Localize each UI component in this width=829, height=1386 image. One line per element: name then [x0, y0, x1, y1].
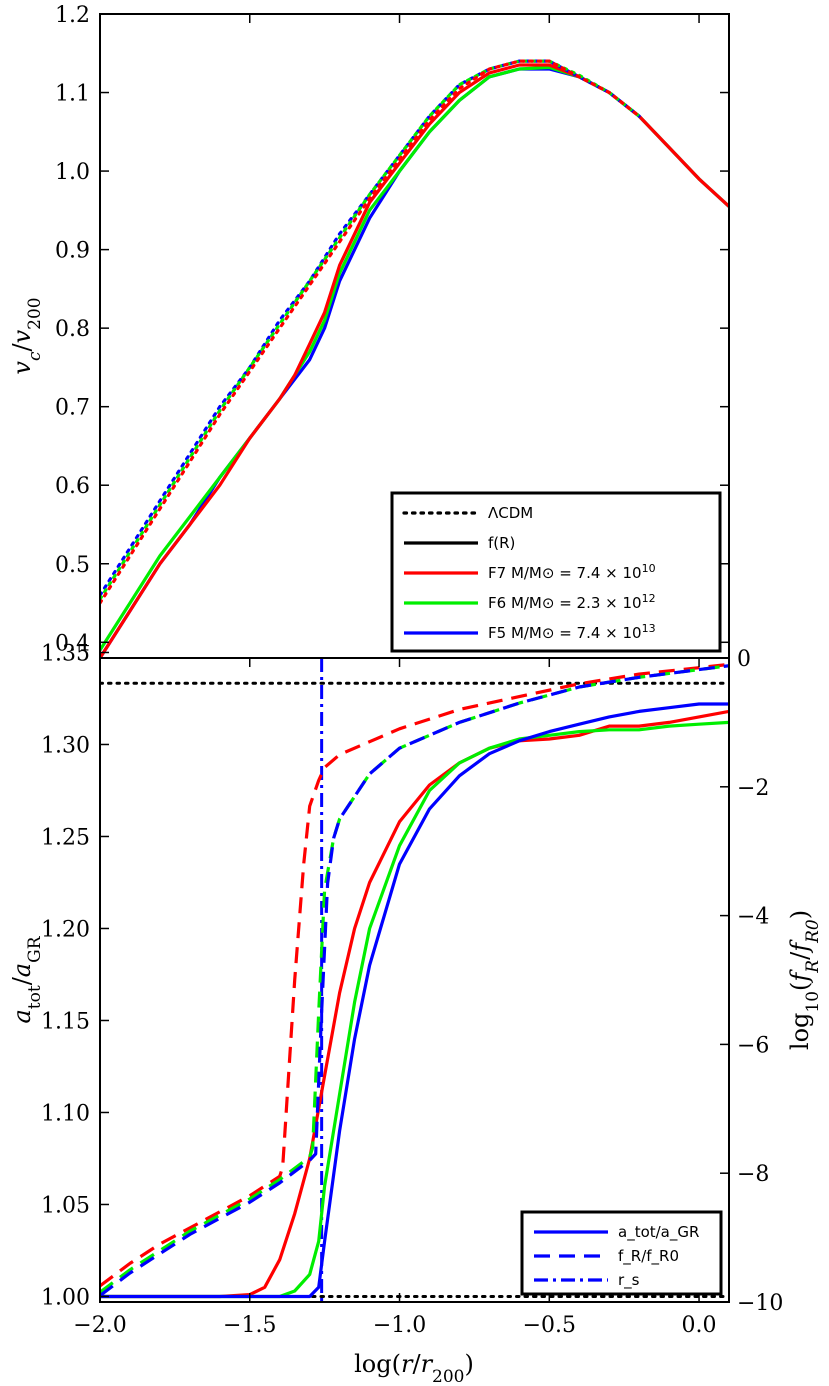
bottom-xtick-label: −1.5 — [223, 1313, 276, 1338]
bottom-ytick-label: 1.10 — [41, 1101, 90, 1126]
top-ytick-label: 0.4 — [55, 631, 90, 656]
bottom-ytick-right-label: 0 — [737, 647, 751, 672]
top-plot-area — [100, 59, 729, 658]
top-ytick-label: 1.2 — [55, 3, 90, 28]
bottom-ytick-right-label: −2 — [737, 776, 769, 801]
bottom-ytick-right-label: −10 — [737, 1291, 783, 1316]
bottom-ytick-label: 1.05 — [41, 1193, 90, 1218]
top-legend-entry: F6 M/M⊙ = 2.3 × 1012 — [488, 592, 656, 613]
series-line-bottom-1 — [100, 720, 729, 1299]
top-legend-frame — [390, 491, 722, 653]
bottom-ytick-label: 1.20 — [41, 917, 90, 942]
bottom-ytick-right-label: −4 — [737, 905, 769, 930]
series-line-top-5 — [100, 59, 641, 605]
series-line-bottom-4 — [100, 664, 729, 1294]
series-line-bottom-0 — [100, 709, 729, 1299]
bottom-ytick-label: 1.15 — [41, 1009, 90, 1034]
top-panel: 0.4 0.5 0.6 0.7 0.8 0.9 1.0 1.1 1.2 — [55, 3, 730, 659]
top-legend-entry: F7 M/M⊙ = 7.4 × 1010 — [488, 562, 656, 583]
bottom-legend-entry: a_tot/a_GR — [618, 1223, 699, 1242]
top-ytick-label: 0.7 — [55, 396, 90, 421]
bottom-legend-entry: r_s — [618, 1271, 640, 1290]
bottom-frame — [99, 657, 730, 1303]
top-ytick-label: 1.1 — [55, 82, 90, 107]
bottom-ytick-right-label: −8 — [737, 1162, 769, 1187]
series-line-bottom-3 — [100, 662, 729, 1288]
bottom-ytick-label: 1.00 — [41, 1285, 90, 1310]
top-y-axis-label: vc/v200 — [8, 297, 45, 374]
top-ytick-label: 0.5 — [55, 553, 90, 578]
bottom-xtick-label: 0.0 — [682, 1313, 717, 1338]
bottom-xtick-label: −2.0 — [73, 1313, 126, 1338]
bottom-y-right-axis-label: log10(fR/fR0) — [786, 910, 823, 1050]
top-ytick-label: 0.8 — [55, 317, 90, 342]
top-ytick-label: 0.9 — [55, 239, 90, 264]
top-legend-entry: F5 M/M⊙ = 7.4 × 1013 — [488, 622, 656, 643]
series-line-bottom-5 — [100, 664, 729, 1297]
bottom-ytick-label: 1.35 — [41, 641, 90, 666]
series-line-bottom-2 — [100, 702, 729, 1299]
bottom-ytick-right-label: −6 — [737, 1033, 769, 1058]
bottom-plot-area — [100, 658, 729, 1302]
bottom-y-axis-label: atot/aGR — [8, 935, 45, 1023]
bottom-ytick-label: 1.30 — [41, 733, 90, 758]
legends: ΛCDM f(R) F7 M/M⊙ = 7.4 × 1010 F6 M/M⊙ = 2.… — [390, 491, 723, 1296]
x-axis-label: log(r/r200) — [354, 1350, 474, 1386]
bottom-xtick-label: −1.0 — [373, 1313, 426, 1338]
top-legend-entry: f(R) — [488, 534, 515, 552]
bottom-legend: a_tot/a_GR f_R/f_R0 r_s — [520, 1210, 723, 1296]
bottom-legend-entry: f_R/f_R0 — [618, 1247, 679, 1266]
bottom-ytick-label: 1.25 — [41, 825, 90, 850]
top-ytick-label: 1.0 — [55, 160, 90, 185]
top-legend-entry: ΛCDM — [488, 504, 533, 522]
bottom-xtick-label: −0.5 — [523, 1313, 576, 1338]
axis-labels: vc/v200 atot/aGR log10(fR/fR0) log(r/r200) — [8, 297, 823, 1386]
top-ytick-label: 0.6 — [55, 474, 90, 499]
top-legend: ΛCDM f(R) F7 M/M⊙ = 7.4 × 1010 F6 M/M⊙ = 2.… — [390, 491, 722, 653]
